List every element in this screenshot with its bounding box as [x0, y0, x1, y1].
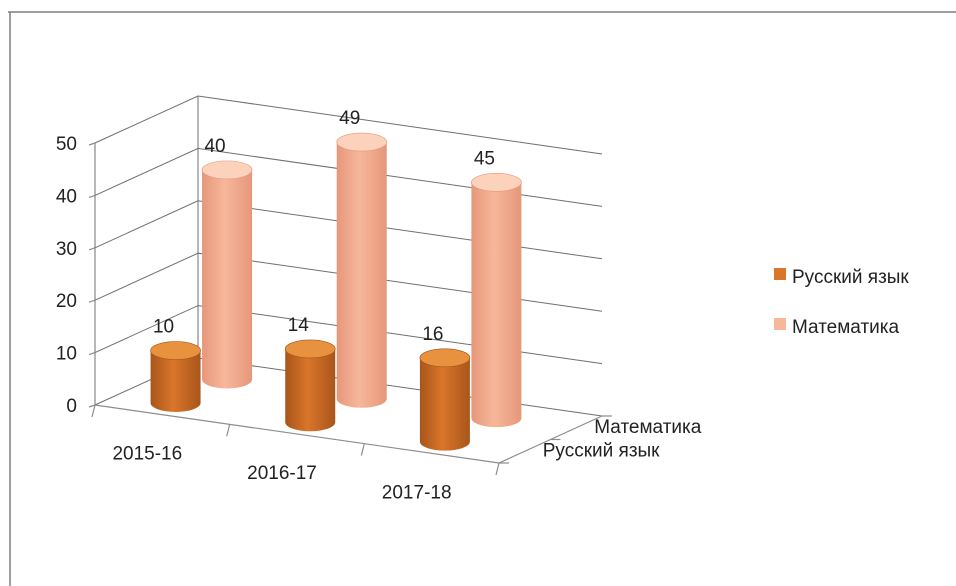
legend: Русский язык Математика: [774, 267, 909, 338]
data-label-math-1: 49: [339, 108, 360, 129]
bar-body: [471, 182, 522, 428]
x-tick-label: 2015-16: [112, 444, 182, 465]
y-tick-mark: [88, 404, 96, 408]
y-tick-label: 0: [66, 396, 77, 417]
legend-label-russian: Русский язык: [792, 267, 909, 288]
y-tick-mark: [88, 247, 96, 251]
depth-tick-label: Русский язык: [543, 440, 660, 461]
bar-math-0: [201, 160, 253, 389]
legend-swatch-math: [774, 318, 786, 330]
y-tick-label: 30: [56, 239, 77, 260]
bar-math-2: [471, 173, 522, 428]
axes: [88, 142, 612, 476]
data-labels: 40 49 45 10 14 16: [153, 108, 495, 345]
y-tick-label: 40: [56, 186, 77, 207]
x-tick-mark: [226, 424, 231, 437]
data-label-russian-1: 14: [288, 315, 310, 336]
bar-top: [419, 348, 471, 368]
bar-body: [150, 350, 201, 412]
depth-tick-label: Математика: [594, 417, 702, 438]
bar-top: [150, 341, 201, 360]
y-tick-label: 20: [56, 291, 77, 312]
y-tick-label: 10: [56, 344, 77, 365]
bar-math-1: [336, 132, 388, 408]
y-axis-ticks: 0 10 20 30 40 50: [56, 134, 77, 417]
x-tick-mark: [91, 404, 96, 418]
x-tick-mark: [360, 443, 365, 456]
x-axis-ticks: 2015-16 2016-17 2017-18: [112, 444, 451, 504]
bar-body: [202, 169, 253, 389]
data-label-russian-0: 10: [153, 317, 174, 338]
data-label-math-0: 40: [204, 136, 225, 157]
bar-top: [201, 160, 253, 180]
x-tick-label: 2017-18: [382, 482, 452, 503]
y-tick-mark: [88, 352, 96, 356]
bar-body: [419, 357, 470, 451]
y-tick-mark: [88, 299, 96, 303]
bar-top: [284, 339, 336, 359]
bar-russian-1: [284, 339, 336, 432]
bar-top: [336, 132, 388, 152]
x-tick-mark: [495, 462, 500, 476]
legend-swatch-russian: [774, 268, 786, 280]
bar-russian-0: [150, 341, 201, 412]
bar-russian-2: [419, 348, 471, 451]
legend-label-math: Математика: [792, 317, 900, 338]
bar-body: [336, 142, 387, 408]
y-tick-mark: [88, 194, 96, 198]
data-label-math-2: 45: [474, 148, 495, 169]
data-label-russian-2: 16: [422, 324, 443, 345]
bar-body: [285, 348, 336, 432]
bar-top: [471, 173, 522, 192]
y-tick-label: 50: [56, 134, 77, 155]
bars: [150, 132, 522, 451]
y-tick-mark: [88, 142, 96, 146]
x-tick-label: 2016-17: [247, 463, 317, 484]
x-axis-line: [94, 404, 500, 464]
